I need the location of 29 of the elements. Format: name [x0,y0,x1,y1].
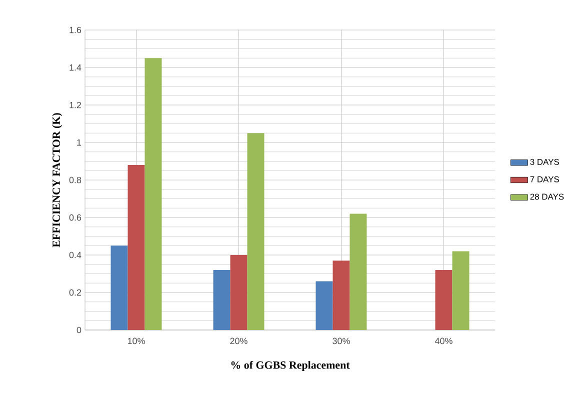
y-tick-label: 0.4 [69,252,82,258]
bar [230,255,248,330]
legend-label: 3 DAYS [530,158,560,165]
legend-label: 7 DAYS [530,176,560,182]
bar [213,270,230,330]
y-tick-label: 0 [76,326,82,334]
bar [144,58,162,330]
y-tick-label: 0.6 [69,214,82,221]
y-tick-label: 1 [77,139,82,146]
bar [110,246,128,330]
legend-label: 28 DAYS [530,194,564,200]
y-tick-label: 0.2 [69,289,82,296]
bar [435,270,452,330]
y-tick-label: 1.6 [70,26,82,34]
bar [350,214,367,330]
x-tick-label: 20% [230,338,248,344]
bar [316,281,333,330]
x-axis-title: % of GGBS Replacement [231,360,350,372]
y-tick-label: 1.4 [70,64,82,71]
bar [332,260,350,330]
x-tick-label: 40% [434,338,452,344]
bar [452,251,470,330]
bar [128,164,145,330]
y-axis-title: EFFICIENCY FACTOR (K) [52,113,62,248]
y-tick-label: 0.8 [69,176,82,184]
x-tick-label: 10% [128,338,145,344]
y-tick-label: 1.2 [70,102,82,108]
bar [247,133,264,330]
x-tick-label: 30% [332,338,350,344]
